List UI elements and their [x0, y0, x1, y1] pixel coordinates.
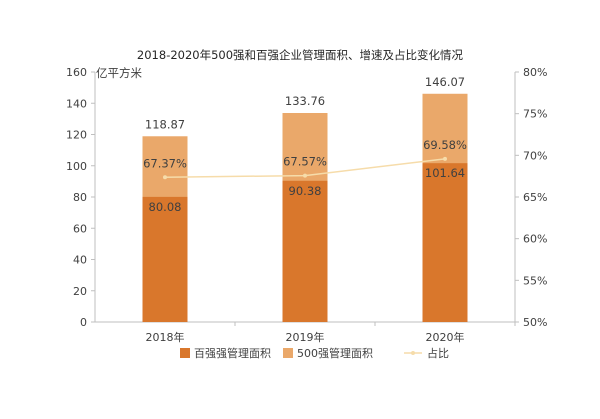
chart-title: 2018-2020年500强和百强企业管理面积、增速及占比变化情况 [137, 48, 464, 62]
ratio-point [443, 156, 447, 161]
data-label-top100: 80.08 [149, 200, 182, 214]
bar-top100-area [142, 196, 188, 322]
data-label-ratio: 69.58% [423, 138, 467, 152]
x-tick-label: 2019年 [286, 330, 325, 344]
data-label-top100: 90.38 [289, 184, 322, 198]
y2-tick-label: 70% [523, 149, 547, 162]
y-tick-label: 100 [66, 160, 87, 173]
y-tick-label: 60 [73, 222, 87, 235]
x-tick-label: 2020年 [426, 330, 465, 344]
legend-label-ratio: 占比 [427, 346, 449, 360]
data-label-ratio: 67.37% [143, 156, 187, 170]
data-label-500: 118.87 [145, 117, 185, 131]
y2-tick-label: 55% [523, 274, 547, 287]
bar-top100-area [422, 163, 468, 322]
y-tick-label: 20 [73, 285, 87, 298]
data-label-ratio: 67.57% [283, 155, 327, 169]
y-tick-label: 140 [66, 97, 87, 110]
y2-tick-label: 65% [523, 191, 547, 204]
y2-tick-label: 80% [523, 66, 547, 79]
y-tick-label: 120 [66, 129, 87, 142]
bar-top100-area [282, 180, 328, 322]
ratio-point [163, 175, 167, 180]
legend-label-top100: 百强强管理面积 [194, 346, 271, 360]
ratio-point [303, 173, 307, 178]
y-tick-label: 160 [66, 66, 87, 79]
data-label-500: 133.76 [285, 94, 325, 108]
y2-tick-label: 50% [523, 316, 547, 329]
legend-swatch-500 [283, 348, 293, 358]
data-label-top100: 101.64 [425, 166, 465, 180]
legend-swatch-top100 [180, 348, 190, 358]
y2-tick-label: 60% [523, 233, 547, 246]
y-tick-label: 0 [80, 316, 87, 329]
plot-area: 0 20 40 60 80 100 120 140 160 50% 55% 60% 65% 70% 75% 8… [66, 66, 547, 360]
legend-marker-ratio [411, 351, 415, 355]
y2-tick-label: 75% [523, 108, 547, 121]
y-tick-label: 40 [73, 254, 87, 267]
legend-label-500: 500强管理面积 [297, 346, 373, 360]
y-tick-label: 80 [73, 191, 87, 204]
x-tick-label: 2018年 [146, 330, 185, 344]
y-axis-label: 亿平方米 [96, 66, 142, 80]
data-label-500: 146.07 [425, 75, 465, 89]
